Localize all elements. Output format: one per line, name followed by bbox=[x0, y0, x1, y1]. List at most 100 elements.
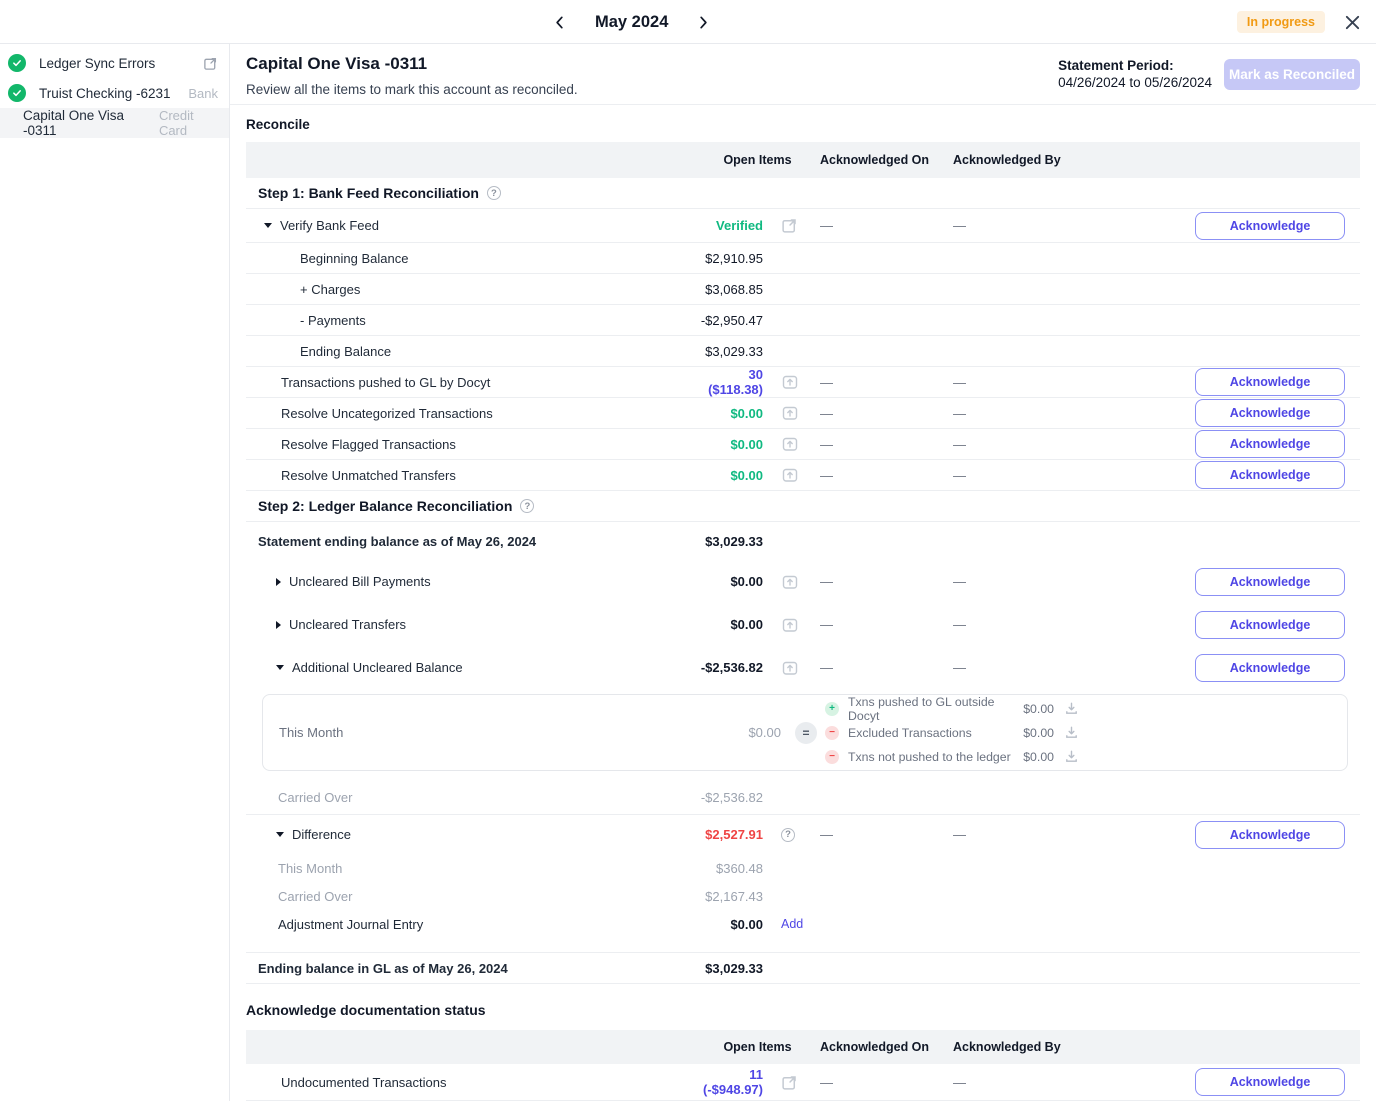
caret-right-icon[interactable] bbox=[276, 578, 281, 586]
panel-label: This Month bbox=[263, 725, 711, 740]
breakdown-row-not-pushed: − Txns not pushed to the ledger $0.00 bbox=[825, 746, 1079, 767]
open-items-value[interactable]: 30 ($118.38) bbox=[695, 367, 763, 397]
additional-uncleared-balance-row: Additional Uncleared Balance -$2,536.82 … bbox=[246, 646, 1360, 689]
step1-title: Step 1: Bank Feed Reconciliation bbox=[258, 185, 479, 201]
row-value: $2,167.43 bbox=[695, 889, 763, 904]
close-icon bbox=[1343, 13, 1362, 32]
open-external-icon[interactable] bbox=[763, 1074, 820, 1091]
acknowledged-on-value: — bbox=[820, 468, 953, 483]
undocumented-transactions-row: Undocumented Transactions 11 (-$948.97) … bbox=[246, 1064, 1360, 1101]
sidebar-item-truist-checking[interactable]: Truist Checking -6231 Bank bbox=[0, 78, 229, 108]
push-to-gl-icon[interactable] bbox=[763, 435, 820, 453]
open-items-value[interactable]: $0.00 bbox=[695, 437, 763, 452]
acknowledged-by-value: — bbox=[953, 375, 1086, 390]
table-header-row: Open Items Acknowledged On Acknowledged … bbox=[246, 1030, 1360, 1064]
acknowledged-by-value: — bbox=[953, 617, 1086, 632]
row-label: Uncleared Bill Payments bbox=[289, 574, 431, 589]
caret-down-icon[interactable] bbox=[276, 832, 284, 837]
row-label: Carried Over bbox=[246, 889, 695, 904]
top-bar: May 2024 In progress bbox=[0, 0, 1376, 44]
download-icon[interactable] bbox=[1064, 725, 1079, 740]
download-icon[interactable] bbox=[1064, 701, 1079, 716]
breakdown-value: $0.00 bbox=[1023, 702, 1054, 716]
caret-down-icon[interactable] bbox=[264, 223, 272, 228]
open-items-value[interactable]: $0.00 bbox=[695, 468, 763, 483]
payments-row: - Payments -$2,950.47 bbox=[246, 305, 1360, 336]
breakdown-value: $0.00 bbox=[1023, 750, 1054, 764]
open-items-value[interactable]: $0.00 bbox=[695, 406, 763, 421]
open-items-value: $0.00 bbox=[695, 617, 763, 632]
push-to-gl-icon[interactable] bbox=[763, 404, 820, 422]
row-label: Adjustment Journal Entry bbox=[246, 917, 695, 932]
row-label: Verify Bank Feed bbox=[280, 218, 379, 233]
push-to-gl-icon[interactable] bbox=[763, 616, 820, 634]
acknowledge-button[interactable]: Acknowledge bbox=[1195, 611, 1345, 639]
column-acknowledged-by: Acknowledged By bbox=[953, 153, 1086, 167]
acknowledge-button[interactable]: Acknowledge bbox=[1195, 399, 1345, 427]
add-adjustment-link[interactable]: Add bbox=[781, 917, 803, 931]
push-to-gl-icon[interactable] bbox=[763, 659, 820, 677]
open-items-value[interactable]: 11 (-$948.97) bbox=[695, 1067, 763, 1097]
column-open-items: Open Items bbox=[695, 153, 820, 167]
uncleared-bill-payments-row: Uncleared Bill Payments $0.00 — — Acknow… bbox=[246, 560, 1360, 603]
statement-period-value: 04/26/2024 to 05/26/2024 bbox=[1058, 74, 1212, 91]
acknowledge-button[interactable]: Acknowledge bbox=[1195, 461, 1345, 489]
acknowledge-button[interactable]: Acknowledge bbox=[1195, 368, 1345, 396]
table-header-row: Open Items Acknowledged On Acknowledged … bbox=[246, 142, 1360, 178]
breakdown-value: $0.00 bbox=[1023, 726, 1054, 740]
push-to-gl-icon[interactable] bbox=[763, 373, 820, 391]
acknowledged-on-value: — bbox=[820, 574, 953, 589]
help-icon[interactable]: ? bbox=[520, 499, 534, 513]
acknowledge-button[interactable]: Acknowledge bbox=[1195, 212, 1345, 240]
row-label: Resolve Unmatched Transfers bbox=[246, 468, 695, 483]
mark-as-reconciled-button[interactable]: Mark as Reconciled bbox=[1224, 59, 1360, 90]
row-value: $3,068.85 bbox=[695, 282, 763, 297]
adjustment-journal-entry-row: Adjustment Journal Entry $0.00 Add bbox=[246, 910, 1360, 938]
breakdown-row-pushed-outside: + Txns pushed to GL outside Docyt $0.00 bbox=[825, 698, 1079, 719]
difference-value: $2,527.91 bbox=[695, 827, 763, 842]
verified-status: Verified bbox=[695, 218, 763, 233]
row-value: $0.00 bbox=[695, 917, 763, 932]
minus-icon: − bbox=[825, 726, 839, 740]
equals-icon: = bbox=[795, 722, 817, 744]
caret-down-icon[interactable] bbox=[276, 665, 284, 670]
difference-row: Difference $2,527.91 ? — — Acknowledge bbox=[246, 814, 1360, 854]
month-navigation: May 2024 bbox=[548, 0, 715, 44]
help-icon[interactable]: ? bbox=[781, 828, 795, 842]
acknowledged-on-value: — bbox=[820, 218, 953, 233]
external-link-icon[interactable] bbox=[203, 56, 218, 71]
acknowledge-button[interactable]: Acknowledge bbox=[1195, 1068, 1345, 1096]
acknowledge-button[interactable]: Acknowledge bbox=[1195, 654, 1345, 682]
statement-ending-balance-row: Statement ending balance as of May 26, 2… bbox=[246, 522, 1360, 560]
row-value: $3,029.33 bbox=[695, 344, 763, 359]
step1-heading-row: Step 1: Bank Feed Reconciliation ? bbox=[246, 178, 1360, 209]
push-to-gl-icon[interactable] bbox=[763, 466, 820, 484]
acknowledge-button[interactable]: Acknowledge bbox=[1195, 568, 1345, 596]
plus-icon: + bbox=[825, 702, 839, 716]
reconcile-table: Open Items Acknowledged On Acknowledged … bbox=[246, 142, 1360, 689]
sidebar-item-label: Capital One Visa -0311 bbox=[23, 108, 146, 138]
download-icon[interactable] bbox=[1064, 749, 1079, 764]
charges-row: + Charges $3,068.85 bbox=[246, 274, 1360, 305]
ending-balance-row: Ending Balance $3,029.33 bbox=[246, 336, 1360, 367]
next-month-button[interactable] bbox=[692, 11, 715, 34]
help-icon[interactable]: ? bbox=[487, 186, 501, 200]
close-button[interactable] bbox=[1341, 11, 1364, 34]
account-type-label: Bank bbox=[188, 86, 218, 101]
acknowledge-button[interactable]: Acknowledge bbox=[1195, 430, 1345, 458]
reconciliation-main: Capital One Visa -0311 Review all the it… bbox=[230, 44, 1376, 1101]
chevron-left-icon bbox=[552, 15, 567, 30]
check-circle-icon bbox=[8, 84, 26, 102]
minus-icon: − bbox=[825, 750, 839, 764]
acknowledge-button[interactable]: Acknowledge bbox=[1195, 821, 1345, 849]
open-external-icon[interactable] bbox=[763, 217, 820, 234]
sidebar-item-ledger-sync-errors[interactable]: Ledger Sync Errors bbox=[0, 48, 229, 78]
sidebar-item-capital-one-visa[interactable]: Capital One Visa -0311 Credit Card bbox=[0, 108, 229, 138]
previous-month-button[interactable] bbox=[548, 11, 571, 34]
acknowledged-on-value: — bbox=[820, 1075, 953, 1090]
row-label: Ending Balance bbox=[246, 344, 695, 359]
push-to-gl-icon[interactable] bbox=[763, 573, 820, 591]
difference-carried-over-row: Carried Over $2,167.43 bbox=[246, 882, 1360, 910]
caret-right-icon[interactable] bbox=[276, 621, 281, 629]
acknowledged-on-value: — bbox=[820, 437, 953, 452]
